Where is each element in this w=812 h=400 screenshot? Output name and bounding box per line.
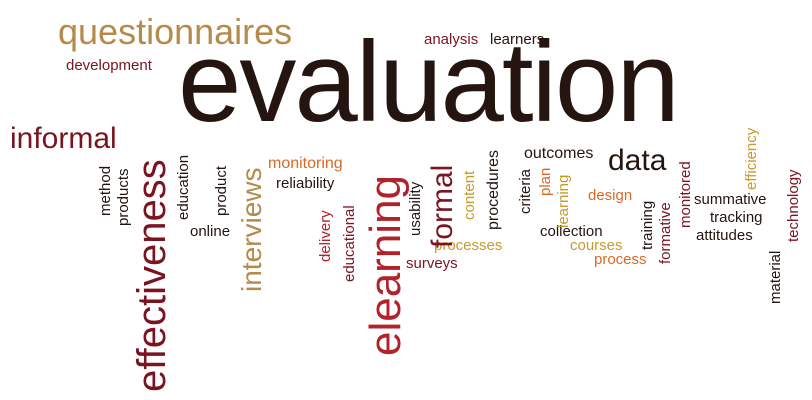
word-online: online xyxy=(190,223,231,240)
word-informal: informal xyxy=(10,122,117,155)
word-evaluation: evaluation xyxy=(178,19,680,146)
word-formative: formative xyxy=(657,202,674,264)
word-interviews: interviews xyxy=(236,167,267,292)
word-courses: courses xyxy=(570,237,623,254)
word-development: development xyxy=(66,57,152,74)
word-formal: formal xyxy=(426,164,459,248)
word-outcomes: outcomes xyxy=(524,145,594,162)
word-monitoring: monitoring xyxy=(268,155,343,172)
word-educational: educational xyxy=(341,205,358,282)
word-education: education xyxy=(175,154,192,220)
word-processes: processes xyxy=(434,237,503,254)
word-technology: technology xyxy=(785,169,802,242)
word-analysis: analysis xyxy=(424,31,479,48)
word-design: design xyxy=(588,187,633,204)
word-delivery: delivery xyxy=(317,210,334,262)
word-training: training xyxy=(639,200,656,250)
word-process: process xyxy=(594,251,647,268)
word-reliability: reliability xyxy=(276,175,335,192)
word-questionnaires: questionnaires xyxy=(58,11,293,52)
word-data: data xyxy=(608,144,667,177)
word-collection: collection xyxy=(540,223,603,240)
word-criteria: criteria xyxy=(517,168,534,214)
word-monitored: monitored xyxy=(677,161,694,228)
word-tracking: tracking xyxy=(710,209,763,226)
word-products: products xyxy=(115,168,132,226)
word-summative: summative xyxy=(694,191,767,208)
word-learning: learning xyxy=(555,174,572,228)
word-usability: usability xyxy=(407,181,424,236)
word-elearning: elearning xyxy=(361,174,410,356)
word-procedures: procedures xyxy=(485,149,502,230)
word-plan: plan xyxy=(537,167,554,196)
word-content: content xyxy=(461,170,478,220)
word-learners: learners xyxy=(490,31,545,48)
word-surveys: surveys xyxy=(406,255,458,272)
word-effectiveness: effectiveness xyxy=(130,159,174,392)
word-material: material xyxy=(767,250,784,304)
word-attitudes: attitudes xyxy=(696,227,753,244)
word-efficiency: efficiency xyxy=(743,127,760,190)
word-product: product xyxy=(213,165,230,216)
word-method: method xyxy=(97,165,114,216)
